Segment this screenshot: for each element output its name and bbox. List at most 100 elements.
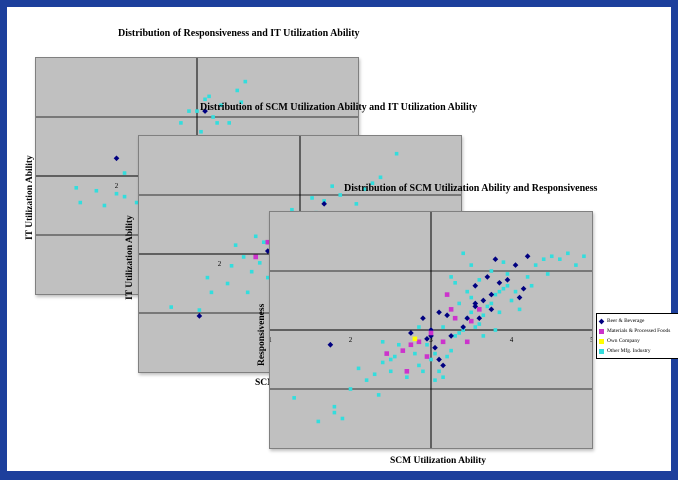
scatter-point (354, 202, 359, 206)
scatter-point (440, 362, 446, 369)
scatter-point (504, 277, 511, 283)
scatter-point (452, 315, 458, 321)
chart-1-title: Distribution of Responsiveness and IT Ut… (118, 28, 360, 39)
scatter-point (425, 342, 429, 347)
scatter-point (441, 325, 445, 329)
scatter-point (114, 191, 119, 196)
scatter-point (257, 261, 262, 265)
scatter-point (481, 313, 486, 318)
scatter-point (436, 356, 442, 363)
scatter-point (376, 393, 381, 397)
scatter-point (412, 336, 418, 342)
scatter-point (445, 354, 449, 359)
scatter-point (364, 378, 369, 382)
scatter-point (229, 264, 234, 268)
scatter-point (516, 294, 523, 301)
legend-label: Own Company (607, 338, 640, 344)
scatter-point (227, 121, 231, 125)
scatter-point (480, 297, 487, 304)
scatter-point (444, 312, 450, 319)
scatter-point (332, 404, 337, 409)
scatter-point (122, 194, 127, 199)
scatter-point (102, 203, 107, 208)
scatter-point (473, 325, 478, 329)
square-marker-icon (599, 338, 604, 344)
scatter-point (520, 285, 527, 292)
scatter-point (468, 318, 474, 324)
scatter-point (245, 290, 250, 295)
scatter-point (541, 257, 546, 261)
chart-3-title: Distribution of SCM Utilization Ability … (344, 183, 598, 194)
scatter-point (493, 328, 498, 332)
scatter-point (477, 307, 482, 312)
scatter-point (501, 260, 506, 264)
scatter-point (465, 289, 470, 294)
x-tick-label: 2 (115, 182, 119, 190)
scatter-point (449, 275, 453, 279)
legend-label: Other Mfg. Industry (607, 348, 651, 354)
scatter-point (322, 199, 326, 203)
scatter-point (525, 275, 530, 279)
scatter-point (437, 369, 441, 374)
scatter-point (362, 187, 367, 191)
scatter-point (338, 193, 343, 197)
scatter-point (215, 121, 219, 125)
scatter-point (408, 342, 414, 348)
scatter-point (205, 275, 210, 280)
scatter-point (400, 348, 406, 353)
scatter-point (203, 97, 207, 102)
scatter-point (310, 196, 314, 200)
scatter-point (421, 369, 425, 374)
scatter-point (209, 290, 214, 295)
scatter-point (444, 292, 450, 297)
scatter-point (464, 315, 471, 322)
scatter-point (472, 300, 479, 307)
scatter-point (249, 269, 254, 274)
x-tick-label: 4 (510, 336, 514, 344)
chart-1-ylabel: IT Utilization Ability (25, 155, 35, 240)
scatter-point (566, 251, 570, 256)
scatter-point (211, 115, 215, 119)
scatter-point (405, 375, 409, 379)
scatter-point (464, 339, 470, 345)
scatter-point (388, 357, 393, 362)
scatter-point (378, 175, 383, 180)
scatter-point (348, 387, 353, 391)
scatter-point (549, 254, 554, 259)
scatter-point (370, 181, 375, 185)
scatter-point (517, 307, 522, 312)
scatter-point (316, 419, 321, 424)
chart-3-xlabel: SCM Utilization Ability (390, 456, 487, 466)
scatter-point (558, 257, 562, 261)
scatter-point (134, 200, 139, 205)
scatter-point (332, 410, 337, 415)
scatter-point (488, 291, 495, 298)
scatter-point (384, 351, 390, 356)
scatter-point (225, 281, 230, 286)
scatter-point (461, 251, 465, 256)
scatter-point (505, 272, 510, 276)
scatter-point (457, 301, 461, 306)
scatter-point (484, 274, 491, 280)
scatter-point (392, 354, 397, 359)
scatter-point (408, 330, 414, 336)
scatter-point (424, 336, 430, 342)
scatter-point (235, 88, 240, 93)
scatter-point (469, 295, 474, 300)
scatter-point (416, 339, 422, 345)
scatter-point (122, 171, 127, 175)
chart-legend: Beer & Beverage Materials & Processed Fo… (596, 313, 678, 359)
scatter-point (321, 201, 327, 207)
scatter-point (461, 328, 465, 332)
scatter-point (241, 255, 246, 259)
x-tick-label: 1 (270, 336, 272, 344)
square-marker-icon (599, 328, 604, 334)
legend-item-materials: Materials & Processed Foods (599, 326, 678, 336)
scatter-point (432, 344, 438, 351)
scatter-point (496, 279, 503, 286)
scatter-point (424, 354, 430, 359)
scatter-point (501, 286, 506, 291)
scatter-point (472, 282, 479, 289)
scatter-point (529, 283, 534, 288)
scatter-point (179, 121, 183, 125)
